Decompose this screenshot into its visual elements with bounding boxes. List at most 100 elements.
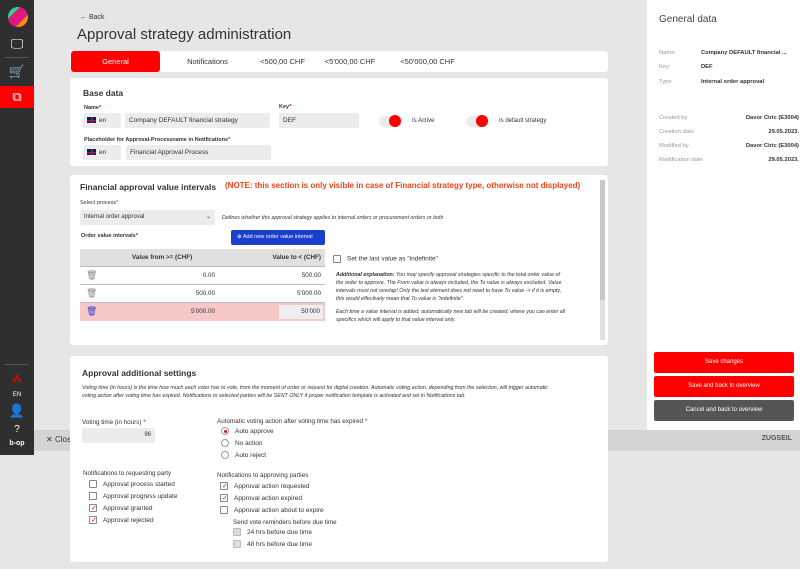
auto-action-radio-group: Auto approve No action Auto reject bbox=[221, 426, 274, 462]
is-default-toggle[interactable] bbox=[466, 115, 490, 127]
indefinite-checkbox[interactable]: Set the last value as "indefinite" bbox=[333, 255, 438, 263]
appr-notifications-title: Notifications to approving parties bbox=[217, 472, 309, 479]
language-select[interactable]: en bbox=[83, 145, 121, 160]
approval-settings-card: Approval additional settings Voting time… bbox=[70, 356, 608, 562]
value-to: 5'000.00 bbox=[297, 290, 321, 297]
value-to: 500.00 bbox=[301, 272, 321, 279]
modified-by-key: Modified by bbox=[659, 143, 689, 149]
financial-intervals-card: Financial approval value intervals (NOTE… bbox=[70, 175, 608, 345]
help-icon[interactable]: ? bbox=[14, 423, 20, 435]
created-by-value: Davor Ciric (E3004) bbox=[745, 115, 799, 121]
checkbox-24hrs[interactable]: 24 hrs before due time bbox=[233, 527, 312, 539]
language-switch[interactable]: EN bbox=[12, 392, 22, 398]
created-by-key: Created by bbox=[659, 115, 688, 121]
key-value: DEF bbox=[701, 64, 713, 70]
trash-icon[interactable]: 🗑 bbox=[86, 306, 98, 316]
tab-500[interactable]: <500,00 CHF bbox=[260, 57, 305, 66]
radio-no-action[interactable]: No action bbox=[221, 438, 274, 450]
table-row-selected: 🗑 5'000.00 50'000 bbox=[80, 303, 325, 321]
zugseil-logo: ZUGSEIL bbox=[761, 435, 792, 442]
process-select[interactable]: Internal order approval ⌄ bbox=[80, 210, 215, 225]
checkbox-approval-granted[interactable]: Approval granted bbox=[89, 503, 177, 515]
back-link[interactable]: ← Back bbox=[80, 14, 105, 21]
approval-icon[interactable]: ⧉ bbox=[0, 86, 34, 108]
team-icon[interactable]: ⁂ bbox=[12, 373, 22, 385]
add-interval-button[interactable]: ⊕ Add new order value interval bbox=[231, 230, 325, 245]
section-note: (NOTE: this section is only visible in c… bbox=[225, 181, 581, 190]
name-key: Name: bbox=[659, 50, 677, 56]
user-avatar-icon[interactable]: 👤 bbox=[8, 403, 26, 418]
additional-explanation: Additional explanation: You may specify … bbox=[336, 272, 562, 302]
key-input[interactable]: DEF bbox=[279, 113, 359, 128]
arrow-left-icon: ← bbox=[80, 14, 89, 21]
trash-icon[interactable]: 🗑 bbox=[86, 288, 98, 298]
reminder-list: 24 hrs before due time 48 hrs before due… bbox=[233, 527, 312, 551]
radio-auto-approve[interactable]: Auto approve bbox=[221, 426, 274, 438]
voting-time-input[interactable]: 96 bbox=[82, 428, 155, 443]
monitor-icon[interactable]: 🖵 bbox=[10, 36, 24, 51]
uk-flag-icon bbox=[87, 149, 96, 156]
section-title: Approval additional settings bbox=[82, 368, 197, 378]
intervals-table: Value from >= (CHF) Value to < (CHF) 🗑 0.… bbox=[80, 249, 325, 321]
value-to-input[interactable]: 50'000 bbox=[279, 305, 323, 319]
col-from-header: Value from >= (CHF) bbox=[132, 254, 193, 261]
cart-icon[interactable]: 🛒 bbox=[8, 64, 26, 79]
auto-action-label: Automatic voting action after voting tim… bbox=[217, 418, 368, 425]
chevron-down-icon: ⌄ bbox=[205, 214, 211, 220]
tab-general[interactable]: General bbox=[71, 51, 160, 72]
save-button[interactable]: Save changes bbox=[654, 352, 794, 373]
app-logo bbox=[8, 7, 28, 27]
section-title: Financial approval value intervals bbox=[80, 182, 217, 192]
save-and-back-button[interactable]: Save and back to overview bbox=[654, 376, 794, 397]
close-icon: ✕ bbox=[46, 435, 55, 444]
page-title: Approval strategy administration bbox=[77, 26, 292, 43]
uk-flag-icon bbox=[87, 117, 96, 124]
key-key: Key: bbox=[659, 64, 671, 70]
reminder-title: Send vote reminders before due time bbox=[233, 519, 337, 526]
trash-icon[interactable]: 🗑 bbox=[86, 270, 98, 280]
table-row: 🗑 500.00 5'000.00 bbox=[80, 285, 325, 303]
tab-50000[interactable]: <50'000,00 CHF bbox=[400, 57, 455, 66]
type-value: Internal order approval bbox=[701, 79, 765, 85]
voting-time-label: Voting time (in hours) * bbox=[82, 419, 146, 426]
select-process-label: Select process* bbox=[80, 200, 119, 206]
placeholder-label: Placeholder for Approval-Processname in … bbox=[84, 137, 231, 143]
modification-date-value: 29.05.2023. bbox=[768, 157, 799, 163]
brand-logo: b-op bbox=[9, 439, 25, 447]
name-label: Name* bbox=[84, 105, 102, 111]
value-from: 5'000.00 bbox=[191, 308, 215, 315]
modified-by-value: Davor Ciric (E3004) bbox=[745, 143, 799, 149]
checkbox-process-started[interactable]: Approval process started bbox=[89, 479, 177, 491]
general-data-panel: General data Name: Company DEFAULT financ… bbox=[647, 0, 800, 430]
plus-circle-icon: ⊕ bbox=[237, 234, 243, 240]
divider bbox=[5, 364, 29, 365]
checkbox-action-requested[interactable]: Approval action requested bbox=[220, 481, 324, 493]
checkbox-action-expired[interactable]: Approval action expired bbox=[220, 493, 324, 505]
panel-title: General data bbox=[659, 14, 717, 25]
scrollbar[interactable] bbox=[600, 180, 605, 340]
placeholder-input[interactable]: Financial Approval Process bbox=[126, 145, 271, 160]
checkbox-approval-rejected[interactable]: Approval rejected bbox=[89, 515, 177, 527]
divider bbox=[5, 57, 29, 58]
checkbox-progress-update[interactable]: Approval progress update bbox=[89, 491, 177, 503]
creation-date-value: 29.05.2023. bbox=[768, 129, 799, 135]
creation-date-key: Creation date bbox=[659, 129, 694, 135]
table-header: Value from >= (CHF) Value to < (CHF) bbox=[80, 249, 325, 267]
checkbox-about-to-expire[interactable]: Approval action about to expire bbox=[220, 505, 324, 517]
name-input[interactable]: Company DEFAULT financial strategy bbox=[125, 113, 270, 128]
checkbox-48hrs[interactable]: 48 hrs before due time bbox=[233, 539, 312, 551]
language-select[interactable]: en bbox=[83, 113, 121, 128]
col-to-header: Value to < (CHF) bbox=[272, 254, 321, 261]
req-notifications-title: Notifications to requesting party bbox=[83, 470, 172, 477]
base-data-card: Base data Name* en Company DEFAULT finan… bbox=[70, 78, 608, 166]
close-button[interactable]: ✕ Close bbox=[46, 435, 76, 444]
radio-auto-reject[interactable]: Auto reject bbox=[221, 450, 274, 462]
process-hint: Defines whether this approval strategy a… bbox=[222, 215, 444, 221]
tab-notifications[interactable]: Notifications bbox=[187, 57, 228, 66]
req-notifications-list: Approval process started Approval progre… bbox=[89, 479, 177, 527]
is-active-toggle[interactable] bbox=[379, 115, 403, 127]
settings-description: Voting time (in hours) is the time how m… bbox=[82, 385, 548, 399]
section-title: Base data bbox=[83, 88, 124, 98]
cancel-button[interactable]: Cancel and back to overview bbox=[654, 400, 794, 421]
tab-5000[interactable]: <5'000,00 CHF bbox=[324, 57, 376, 66]
